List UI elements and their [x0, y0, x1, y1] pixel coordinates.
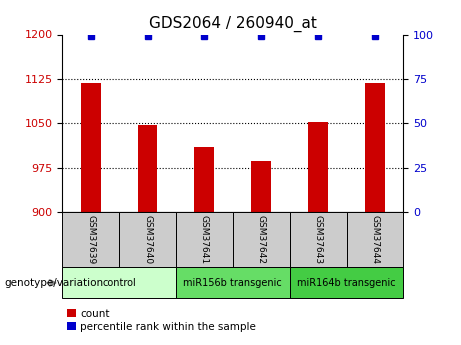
Text: control: control [102, 278, 136, 288]
Text: GSM37639: GSM37639 [86, 215, 95, 264]
Bar [176, 267, 290, 298]
Bar [62, 267, 176, 298]
Bar [251, 161, 271, 212]
Bar [233, 212, 290, 267]
Bar [119, 212, 176, 267]
Text: GSM37643: GSM37643 [313, 215, 323, 264]
Bar [365, 83, 385, 212]
Bar [347, 212, 403, 267]
Text: GSM37641: GSM37641 [200, 215, 209, 264]
Text: GSM37642: GSM37642 [257, 215, 266, 264]
Bar [308, 121, 328, 212]
Title: GDS2064 / 260940_at: GDS2064 / 260940_at [149, 16, 317, 32]
Text: GSM37644: GSM37644 [371, 215, 379, 264]
Bar [62, 212, 119, 267]
Bar [195, 147, 214, 212]
Text: GSM37640: GSM37640 [143, 215, 152, 264]
Bar [137, 125, 158, 212]
Bar [290, 212, 347, 267]
Legend: count, percentile rank within the sample: count, percentile rank within the sample [67, 309, 256, 332]
Bar [290, 267, 403, 298]
Text: miR164b transgenic: miR164b transgenic [297, 278, 396, 288]
Bar [81, 83, 100, 212]
Text: miR156b transgenic: miR156b transgenic [183, 278, 282, 288]
Text: genotype/variation: genotype/variation [5, 278, 104, 288]
Bar [176, 212, 233, 267]
